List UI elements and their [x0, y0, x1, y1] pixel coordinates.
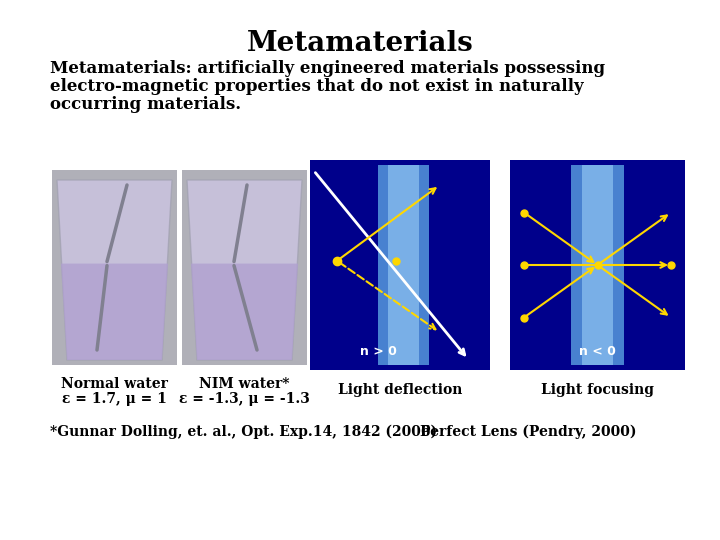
Text: NIM water*: NIM water*	[199, 377, 289, 391]
Polygon shape	[61, 264, 168, 360]
Polygon shape	[57, 180, 172, 360]
Text: *Gunnar Dolling, et. al., Opt. Exp.14, 1842 (2006): *Gunnar Dolling, et. al., Opt. Exp.14, 1…	[50, 425, 437, 440]
Text: Metamaterials: Metamaterials	[247, 30, 473, 57]
Text: Metamaterials: artificially engineered materials possessing: Metamaterials: artificially engineered m…	[50, 60, 605, 77]
Text: Perfect Lens (Pendry, 2000): Perfect Lens (Pendry, 2000)	[420, 425, 636, 440]
Bar	[379, 165, 429, 365]
Bar	[182, 170, 307, 365]
Bar	[310, 160, 490, 370]
Bar	[389, 165, 419, 365]
Text: n < 0: n < 0	[579, 345, 616, 358]
Polygon shape	[187, 180, 302, 360]
Text: ε = -1.3, μ = -1.3: ε = -1.3, μ = -1.3	[179, 392, 310, 406]
Polygon shape	[191, 264, 298, 360]
Text: electro-magnetic properties that do not exist in naturally: electro-magnetic properties that do not …	[50, 78, 584, 95]
Bar	[571, 165, 624, 365]
Text: occurring materials.: occurring materials.	[50, 96, 241, 113]
Text: Light focusing: Light focusing	[541, 383, 654, 397]
Text: Light deflection: Light deflection	[338, 383, 462, 397]
Text: n > 0: n > 0	[360, 345, 397, 358]
Bar	[52, 170, 177, 365]
Text: Normal water: Normal water	[61, 377, 168, 391]
Text: ε = 1.7, μ = 1: ε = 1.7, μ = 1	[62, 392, 167, 406]
Bar	[582, 165, 613, 365]
Bar	[510, 160, 685, 370]
